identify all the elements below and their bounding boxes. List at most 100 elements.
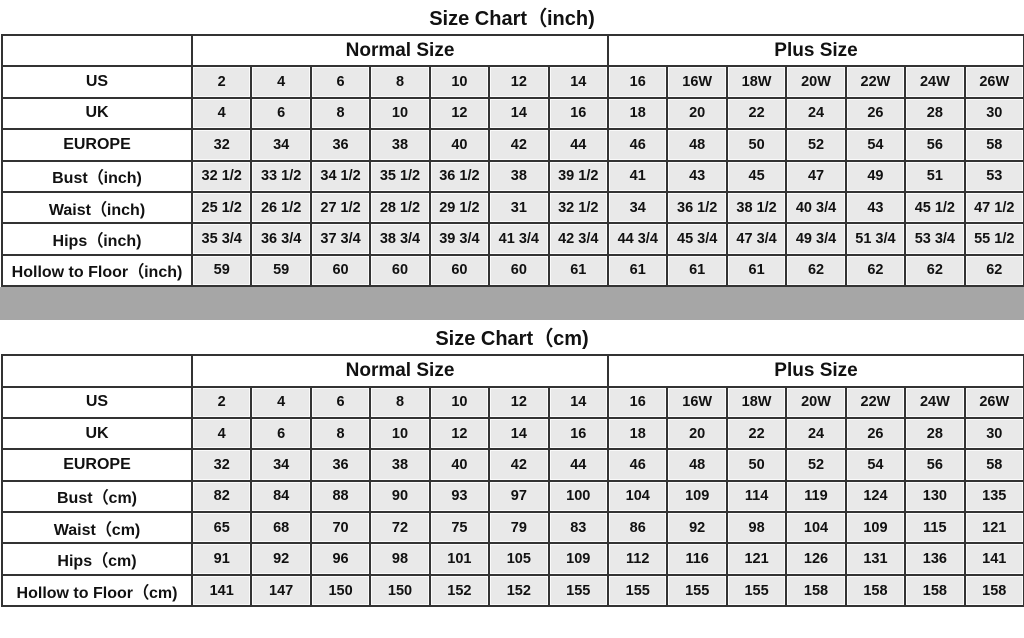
value-cell: 14 <box>488 416 550 451</box>
value-cell: 38 <box>369 128 431 162</box>
value-cell: 12 <box>428 416 491 451</box>
row-label: EUROPE <box>1 128 193 162</box>
section-title: Size Chart（cm) <box>435 328 589 351</box>
value-cell: 36 <box>309 448 372 482</box>
value-cell: 72 <box>369 511 431 545</box>
value-cell: 86 <box>607 511 669 545</box>
table-row: US 2 4 6 8 10 12 14 16 16W 18W 20W 22W 24W 26W <box>1 385 1024 419</box>
value-cell: 49 <box>844 159 907 193</box>
value-cell: 14 <box>488 96 550 131</box>
value-cell: 28 1/2 <box>369 190 431 225</box>
value-cell: 75 <box>428 511 491 545</box>
value-cell: 41 <box>607 159 669 193</box>
value-cell: 4 <box>190 96 253 131</box>
value-cell: 150 <box>369 573 431 608</box>
value-cell: 26 <box>844 416 907 451</box>
value-cell: 12 <box>428 96 491 131</box>
table-row: US 2 4 6 8 10 12 14 16 16W 18W 20W 22W 24W 26W <box>1 65 1024 99</box>
value-cell: 34 <box>250 448 312 482</box>
value-cell: 43 <box>844 190 907 225</box>
value-cell: 44 3/4 <box>607 222 669 256</box>
value-cell: 32 <box>190 448 253 482</box>
value-cell: 12 <box>488 65 550 99</box>
row-label: Hollow to Floor（cm) <box>1 573 193 608</box>
value-cell: 16W <box>666 385 728 419</box>
value-cell: 2 <box>190 385 253 419</box>
value-cell: 32 1/2 <box>190 159 253 193</box>
value-cell: 22W <box>844 385 907 419</box>
value-cell: 91 <box>190 542 253 576</box>
row-label: UK <box>1 96 193 131</box>
value-cell: 46 <box>607 448 669 482</box>
value-cell: 100 <box>547 479 610 514</box>
value-cell: 16 <box>607 65 669 99</box>
group-header: Normal Size <box>190 354 610 388</box>
value-cell: 24 <box>785 416 847 451</box>
value-cell: 51 <box>904 159 966 193</box>
table-row: EUROPE 32 34 36 38 40 42 44 46 48 50 52 54 56 58 <box>1 448 1024 482</box>
value-cell: 24W <box>904 65 966 99</box>
size-table: Normal Size Plus Size US 2 4 6 8 10 12 14 16 16W 18W… <box>1 354 1024 608</box>
value-cell: 26W <box>963 65 1024 99</box>
value-cell: 31 <box>488 190 550 225</box>
value-cell: 6 <box>250 96 312 131</box>
group-header-row: Normal Size Plus Size <box>1 33 1024 68</box>
value-cell: 109 <box>844 511 907 545</box>
value-cell: 16 <box>547 96 610 131</box>
value-cell: 53 3/4 <box>904 222 966 256</box>
size-chart-inch: Size Chart（inch) Normal Size Plus Size US 2 4… <box>0 0 1024 288</box>
value-cell: 62 <box>904 253 966 288</box>
value-cell: 33 1/2 <box>250 159 312 193</box>
value-cell: 18 <box>607 96 669 131</box>
table-row: EUROPE 32 34 36 38 40 42 44 46 48 50 52 54 56 58 <box>1 128 1024 162</box>
value-cell: 20 <box>666 96 728 131</box>
value-cell: 20 <box>666 416 728 451</box>
value-cell: 30 <box>963 96 1024 131</box>
row-label: Bust（cm) <box>1 479 193 514</box>
value-cell: 45 <box>725 159 788 193</box>
corner-cell <box>1 354 193 388</box>
value-cell: 92 <box>250 542 312 576</box>
value-cell: 158 <box>963 573 1024 608</box>
corner-cell <box>1 33 193 68</box>
value-cell: 28 <box>904 96 966 131</box>
value-cell: 84 <box>250 479 312 514</box>
value-cell: 121 <box>725 542 788 576</box>
value-cell: 36 <box>309 128 372 162</box>
value-cell: 16W <box>666 65 728 99</box>
value-cell: 42 <box>488 128 550 162</box>
value-cell: 152 <box>428 573 491 608</box>
value-cell: 93 <box>428 479 491 514</box>
value-cell: 150 <box>309 573 372 608</box>
value-cell: 104 <box>607 479 669 514</box>
value-cell: 34 <box>250 128 312 162</box>
value-cell: 112 <box>607 542 669 576</box>
value-cell: 20W <box>785 65 847 99</box>
value-cell: 44 <box>547 128 610 162</box>
value-cell: 40 <box>428 128 491 162</box>
value-cell: 60 <box>309 253 372 288</box>
row-label: Hollow to Floor（inch) <box>1 253 193 288</box>
value-cell: 105 <box>488 542 550 576</box>
row-label: Hips（cm) <box>1 542 193 576</box>
value-cell: 60 <box>369 253 431 288</box>
value-cell: 109 <box>547 542 610 576</box>
section-title: Size Chart（inch) <box>429 8 595 30</box>
value-cell: 121 <box>963 511 1024 545</box>
separator-band <box>0 287 1024 321</box>
value-cell: 41 3/4 <box>488 222 550 256</box>
value-cell: 61 <box>725 253 788 288</box>
value-cell: 16 <box>547 416 610 451</box>
value-cell: 82 <box>190 479 253 514</box>
value-cell: 65 <box>190 511 253 545</box>
value-cell: 4 <box>250 385 312 419</box>
value-cell: 38 3/4 <box>369 222 431 256</box>
value-cell: 32 <box>190 128 253 162</box>
value-cell: 38 <box>369 448 431 482</box>
value-cell: 29 1/2 <box>428 190 491 225</box>
value-cell: 30 <box>963 416 1024 451</box>
table-row: UK 4 6 8 10 12 14 16 18 20 22 24 26 28 30 <box>1 416 1024 451</box>
value-cell: 40 <box>428 448 491 482</box>
value-cell: 8 <box>369 65 431 99</box>
value-cell: 92 <box>666 511 728 545</box>
